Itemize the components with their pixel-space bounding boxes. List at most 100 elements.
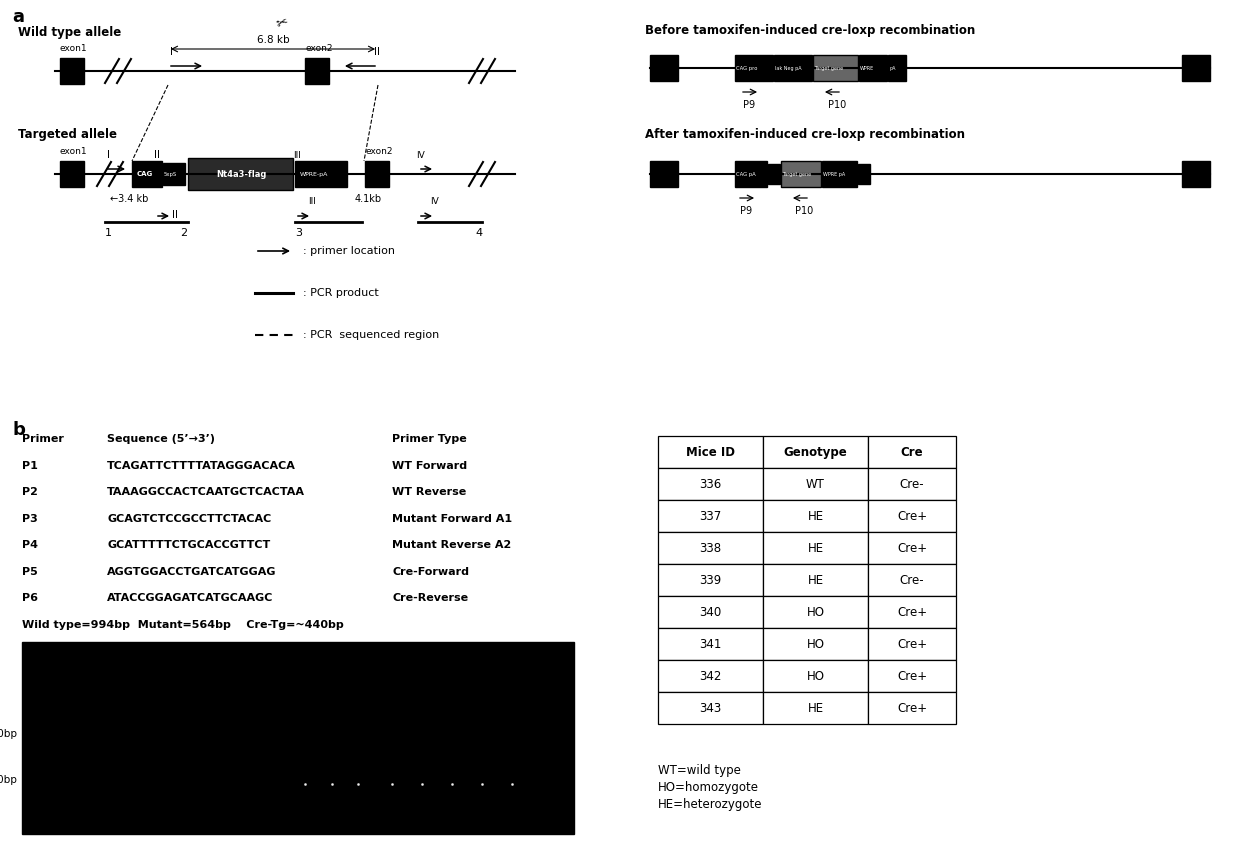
Text: P9: P9 (743, 100, 755, 110)
Text: After tamoxifen-induced cre-loxp recombination: After tamoxifen-induced cre-loxp recombi… (645, 128, 965, 141)
Text: Target gene: Target gene (782, 172, 811, 177)
Text: Cre+: Cre+ (897, 541, 928, 554)
Bar (365, 161, 389, 187)
Text: Mutant Reverse A2: Mutant Reverse A2 (392, 540, 511, 550)
Text: Before tamoxifen-induced cre-loxp recombination: Before tamoxifen-induced cre-loxp recomb… (645, 24, 975, 37)
Text: Cre+: Cre+ (897, 509, 928, 523)
Bar (781, 161, 821, 187)
Text: P4: P4 (22, 540, 38, 550)
Text: 336: 336 (699, 477, 722, 491)
Text: 343: 343 (699, 701, 722, 715)
Bar (658, 532, 763, 564)
Text: 5xpS: 5xpS (164, 172, 177, 177)
Bar (813, 55, 858, 81)
Text: 500bp: 500bp (0, 775, 17, 785)
Text: a: a (12, 8, 24, 26)
Text: : PCR  sequenced region: : PCR sequenced region (303, 330, 439, 340)
Text: ✂: ✂ (274, 15, 290, 32)
Bar (868, 692, 956, 724)
Text: HO: HO (806, 638, 825, 651)
Text: P1: P1 (22, 460, 38, 470)
Text: Genotype: Genotype (784, 446, 847, 459)
Text: CAG pA: CAG pA (737, 172, 755, 177)
Bar (650, 161, 678, 187)
Text: WT=wild type
HO=homozygote
HE=heterozygote: WT=wild type HO=homozygote HE=heterozygo… (658, 764, 763, 811)
Bar (858, 164, 870, 184)
Bar (822, 161, 857, 187)
Bar (650, 55, 678, 81)
Text: II: II (374, 47, 379, 57)
Text: Cre: Cre (900, 446, 924, 459)
Bar (735, 55, 773, 81)
Text: 1: 1 (105, 228, 112, 238)
Bar (658, 692, 763, 724)
Text: 341: 341 (699, 638, 722, 651)
Text: exon2: exon2 (365, 147, 393, 156)
Text: Mice ID: Mice ID (686, 446, 735, 459)
Bar (658, 436, 763, 468)
Text: 342: 342 (699, 669, 722, 683)
Bar (763, 564, 868, 596)
Text: Target gene: Target gene (813, 65, 843, 70)
Text: 750bp: 750bp (0, 729, 17, 739)
Bar (1182, 55, 1210, 81)
Bar (763, 628, 868, 660)
Text: 4: 4 (475, 228, 482, 238)
Text: Targeted allele: Targeted allele (19, 128, 117, 141)
Bar (868, 660, 956, 692)
Text: : primer location: : primer location (303, 246, 396, 256)
Text: Cre-: Cre- (900, 477, 924, 491)
Text: Cre+: Cre+ (897, 638, 928, 651)
Bar (868, 596, 956, 628)
Text: II: II (154, 150, 160, 160)
Bar (868, 500, 956, 532)
Text: HO: HO (806, 669, 825, 683)
Text: exon1: exon1 (60, 147, 88, 156)
Bar (60, 58, 84, 84)
Text: II: II (172, 210, 179, 220)
Text: WT: WT (806, 477, 825, 491)
Text: III: III (308, 197, 316, 206)
Text: P3: P3 (22, 514, 37, 524)
Bar (658, 468, 763, 500)
Text: P5: P5 (22, 567, 37, 576)
Text: Cre+: Cre+ (897, 606, 928, 618)
Bar (22, 641, 574, 834)
Bar (868, 532, 956, 564)
Text: Primer Type: Primer Type (392, 434, 466, 444)
Text: Cre-Reverse: Cre-Reverse (392, 593, 469, 603)
Bar (868, 564, 956, 596)
Bar (868, 436, 956, 468)
Text: HE: HE (807, 541, 823, 554)
Text: 340: 340 (699, 606, 722, 618)
Text: exon2: exon2 (305, 44, 332, 53)
Bar (658, 500, 763, 532)
Bar (658, 628, 763, 660)
Text: 6.8 kb: 6.8 kb (257, 35, 289, 45)
Bar (763, 468, 868, 500)
Text: 2: 2 (180, 228, 187, 238)
Text: HO: HO (806, 606, 825, 618)
Bar (735, 161, 768, 187)
Text: Primer: Primer (22, 434, 64, 444)
Text: CAG pro: CAG pro (737, 65, 758, 70)
Bar (868, 468, 956, 500)
Text: lak Neg pA: lak Neg pA (775, 65, 801, 70)
Text: TAAAGGCCACTCAATGCTCACTAA: TAAAGGCCACTCAATGCTCACTAA (107, 487, 305, 497)
Text: WPRE: WPRE (861, 65, 874, 70)
Bar (60, 161, 84, 187)
Text: P10: P10 (828, 100, 846, 110)
Bar (763, 596, 868, 628)
Bar (658, 596, 763, 628)
Text: Cre+: Cre+ (897, 669, 928, 683)
Bar (763, 532, 868, 564)
Text: ATACCGGAGATCATGCAAGC: ATACCGGAGATCATGCAAGC (107, 593, 273, 603)
Text: CAG: CAG (136, 171, 154, 177)
Bar (131, 161, 162, 187)
Text: P6: P6 (22, 593, 38, 603)
Bar (162, 163, 185, 185)
Text: I: I (107, 150, 110, 160)
Bar (305, 58, 329, 84)
Text: Cre-Forward: Cre-Forward (392, 567, 469, 576)
Text: 337: 337 (699, 509, 722, 523)
